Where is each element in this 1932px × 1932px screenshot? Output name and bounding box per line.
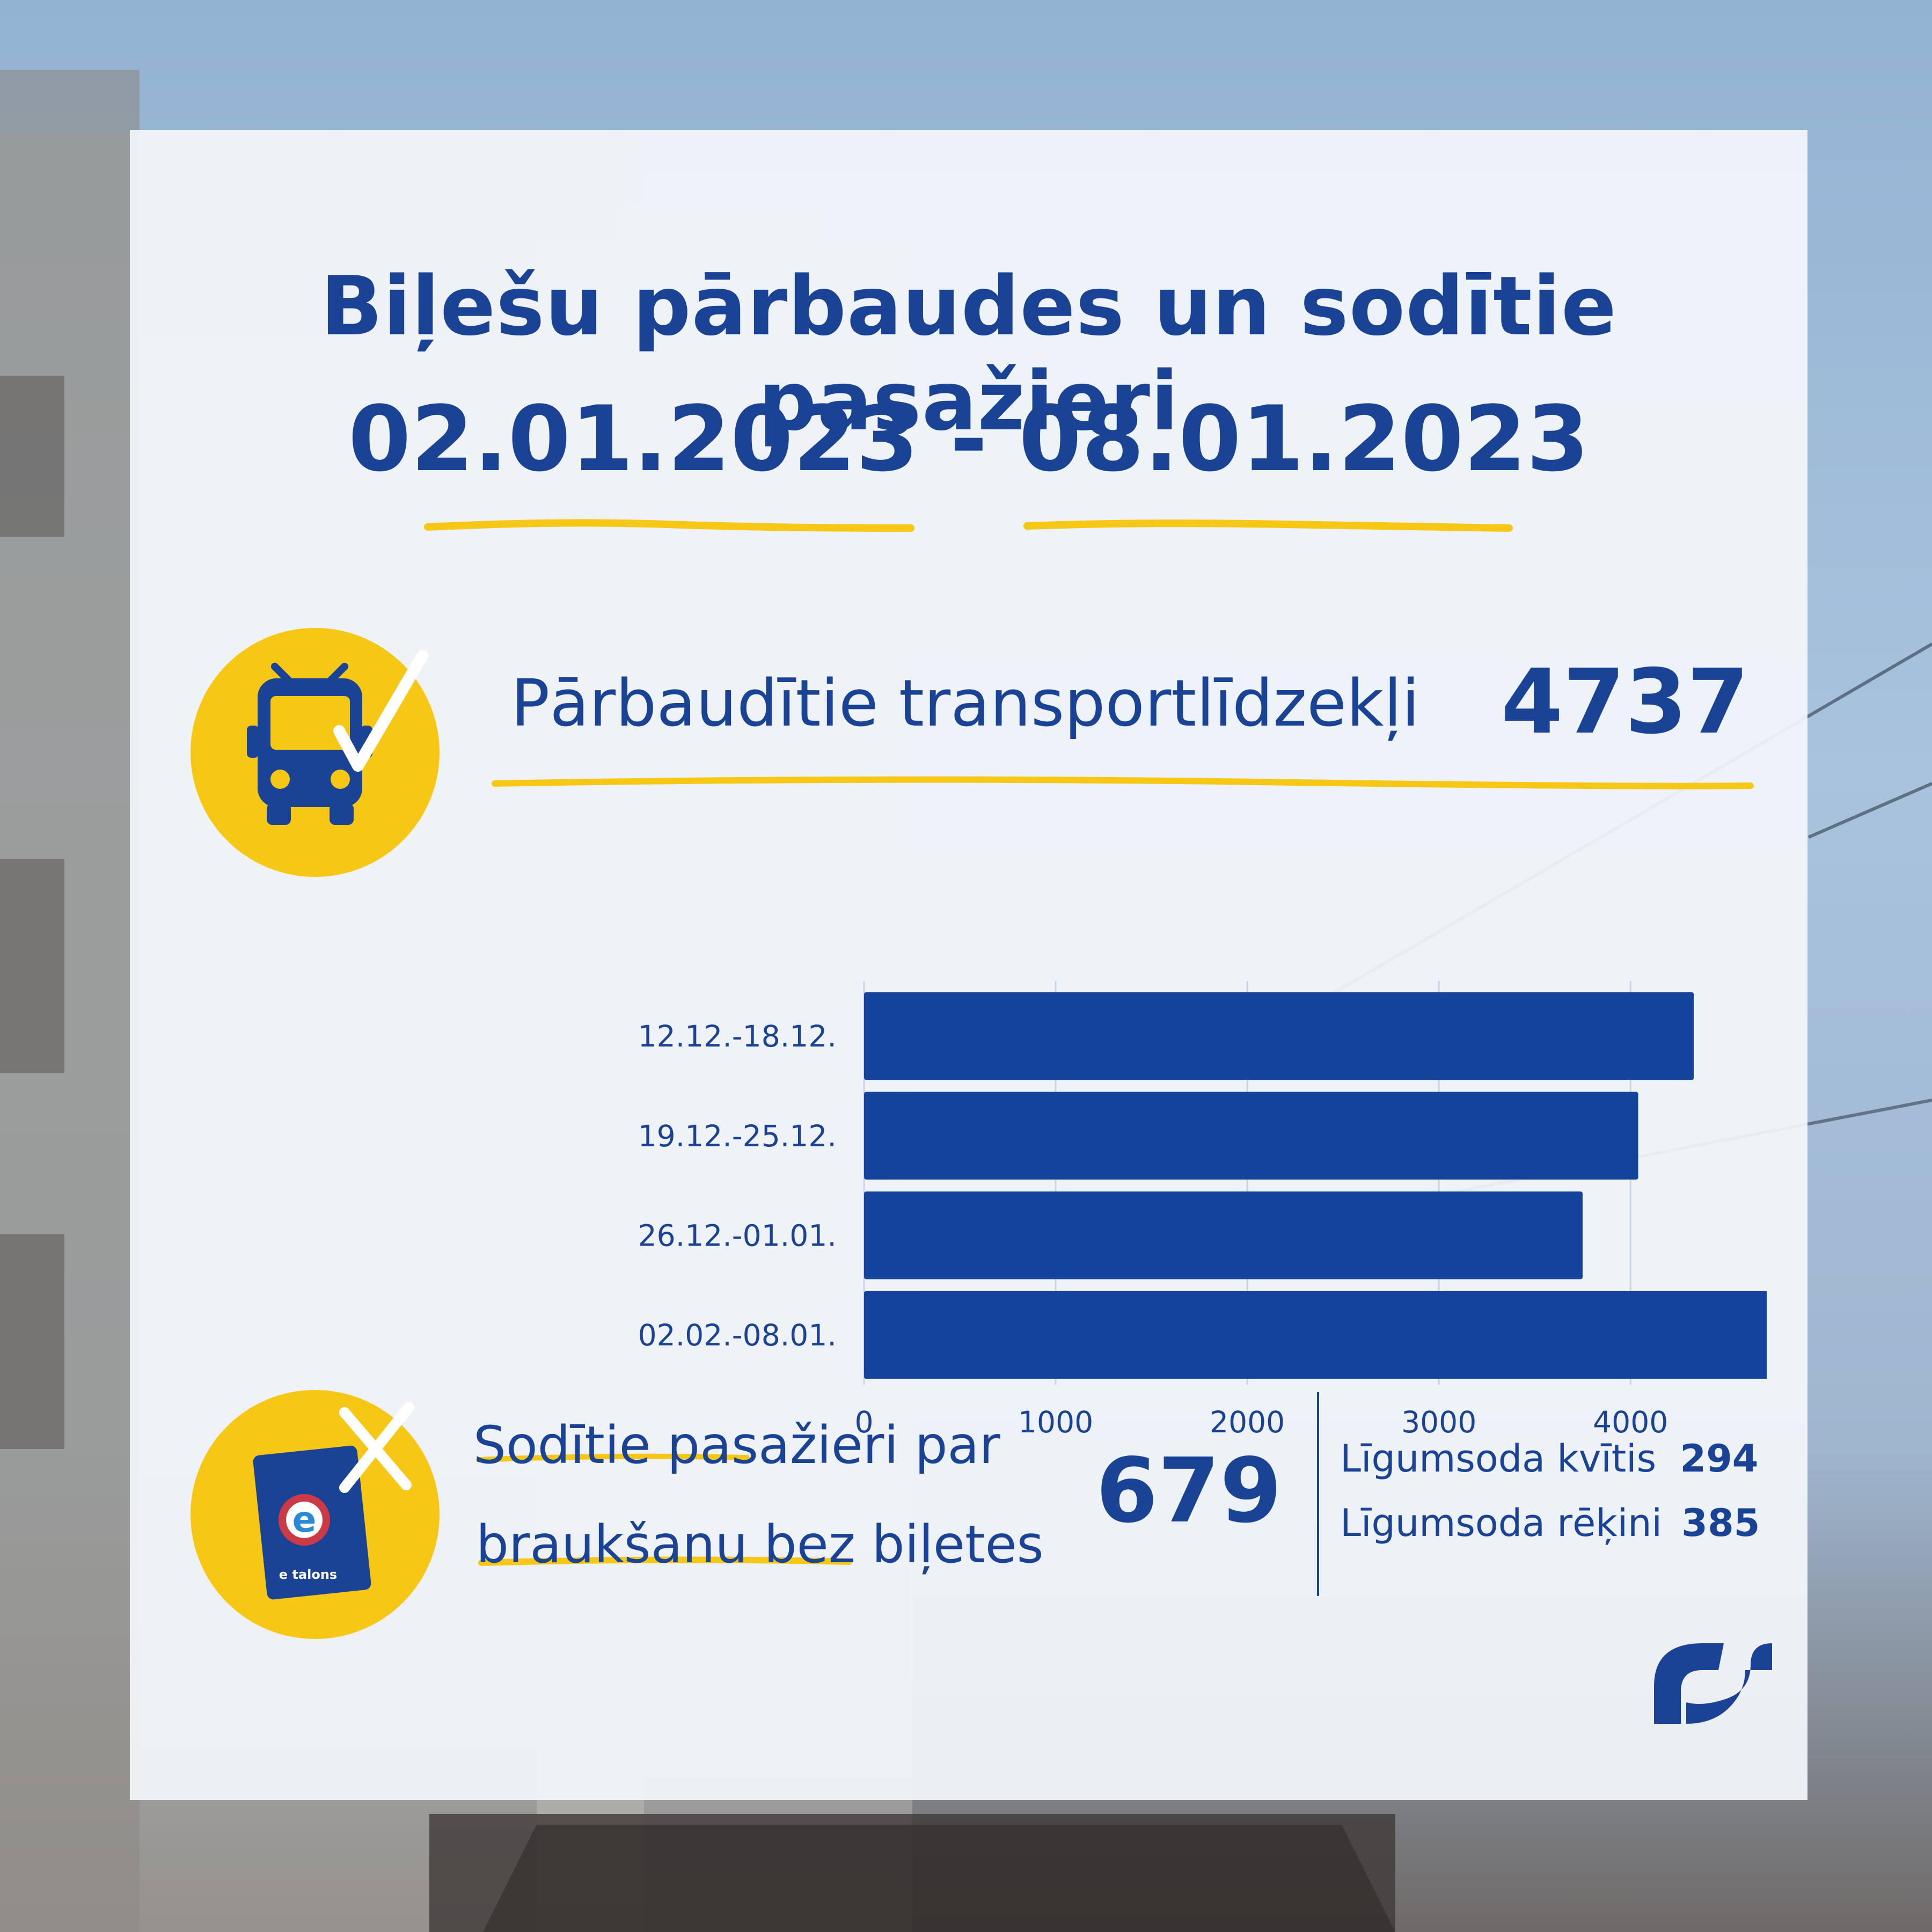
vehicle-badge	[191, 628, 440, 877]
bar	[864, 992, 1694, 1080]
infographic-card: Biļešu pārbaudes un sodītie pasažieri 02…	[130, 130, 1807, 1800]
x-tick-label: 3000	[1401, 1405, 1476, 1439]
rigas-satiksme-logo	[1654, 1643, 1772, 1724]
breakdown-label: Līgumsoda kvītis	[1340, 1437, 1657, 1481]
svg-text:e: e	[292, 1499, 317, 1540]
bar	[864, 1291, 1767, 1379]
divider	[1317, 1392, 1319, 1596]
brush-underlines	[424, 519, 1754, 1566]
breakdown-row: Līgumsoda rēķini 385	[1340, 1501, 1760, 1545]
fined-value: 679	[1096, 1439, 1282, 1543]
checked-vehicles-label: Pārbaudītie transportlīdzekļi	[511, 667, 1420, 741]
checked-vehicles-chart: 01000200030004000500012.12.-18.12.19.12.…	[638, 980, 1767, 1439]
breakdown-label: Līgumsoda rēķini	[1340, 1501, 1662, 1545]
category-label: 26.12.-01.01.	[638, 1219, 837, 1253]
fined-label-line1: Sodītie pasažieri par	[473, 1415, 1000, 1475]
svg-text:e talons: e talons	[279, 1567, 337, 1582]
bar	[864, 1092, 1638, 1180]
category-label: 12.12.-18.12.	[638, 1019, 837, 1053]
checkmark-icon	[333, 650, 428, 772]
bar	[864, 1191, 1583, 1279]
x-tick-label: 2000	[1210, 1405, 1285, 1439]
checked-vehicles-value: 4737	[1501, 650, 1750, 754]
breakdown-value: 294	[1680, 1437, 1759, 1481]
cross-icon	[339, 1402, 414, 1493]
page-title: Biļešu pārbaudes un sodītie pasažieri	[320, 259, 1617, 449]
breakdown-row: Līgumsoda kvītis 294	[1340, 1437, 1758, 1481]
fine-badge: e e talons	[191, 1390, 440, 1639]
fined-label-line2: braukšanu bez biļetes	[476, 1514, 1044, 1575]
breakdown-value: 385	[1681, 1501, 1760, 1545]
x-tick-label: 4000	[1593, 1405, 1668, 1439]
trolleybus-icon	[247, 663, 372, 825]
category-label: 19.12.-25.12.	[638, 1119, 837, 1153]
x-tick-label: 0	[855, 1405, 874, 1439]
x-tick-label: 1000	[1018, 1405, 1093, 1439]
category-label: 02.02.-08.01.	[638, 1318, 837, 1352]
date-range: 02.01.2023 - 08.01.2023	[348, 386, 1590, 492]
